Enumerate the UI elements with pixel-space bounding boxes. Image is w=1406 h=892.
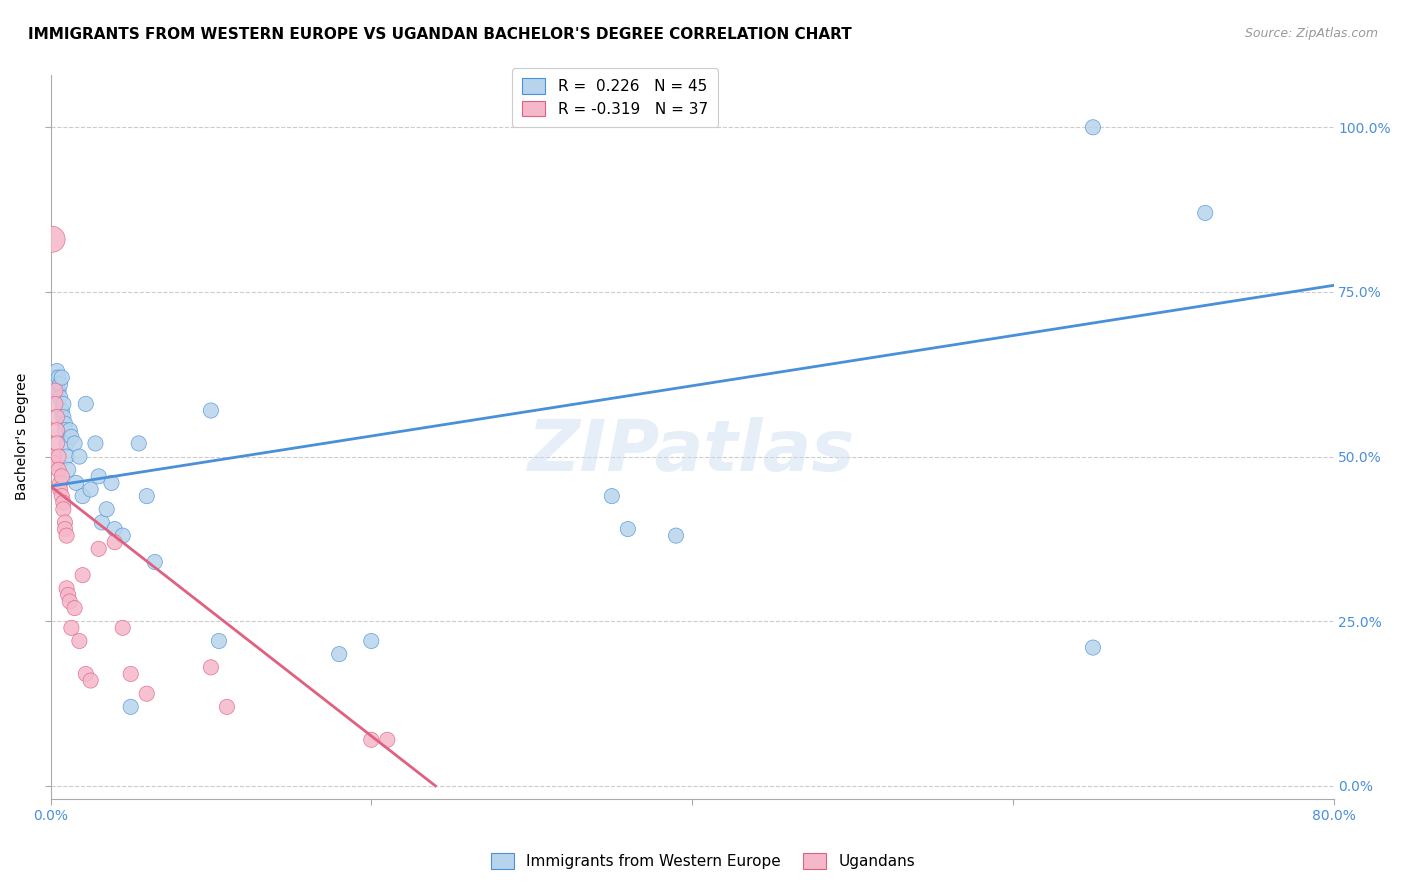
Point <box>53 516 76 530</box>
Point <box>42 450 65 464</box>
Point <box>120 667 142 681</box>
Point <box>65 475 87 490</box>
Point <box>51 489 73 503</box>
Point <box>215 699 238 714</box>
Point <box>45 410 67 425</box>
Point <box>75 397 97 411</box>
Point <box>360 634 382 648</box>
Point <box>1081 120 1104 135</box>
Point <box>49 483 72 497</box>
Point <box>600 489 623 503</box>
Point <box>87 469 110 483</box>
Point <box>45 436 67 450</box>
Point <box>44 397 66 411</box>
Point <box>72 489 94 503</box>
Point <box>63 436 86 450</box>
Point <box>104 522 127 536</box>
Point <box>100 475 122 490</box>
Point <box>135 489 157 503</box>
Point <box>48 384 70 398</box>
Point <box>360 732 382 747</box>
Point <box>48 463 70 477</box>
Point <box>59 423 82 437</box>
Point <box>55 436 77 450</box>
Point <box>48 450 70 464</box>
Point <box>200 403 222 417</box>
Point <box>200 660 222 674</box>
Text: IMMIGRANTS FROM WESTERN EUROPE VS UGANDAN BACHELOR'S DEGREE CORRELATION CHART: IMMIGRANTS FROM WESTERN EUROPE VS UGANDA… <box>28 27 852 42</box>
Point <box>128 436 150 450</box>
Point <box>1081 640 1104 655</box>
Point <box>45 364 67 378</box>
Point <box>52 496 75 510</box>
Point <box>56 588 79 602</box>
Point <box>52 502 75 516</box>
Point <box>45 423 67 437</box>
Point <box>45 377 67 392</box>
Point <box>111 528 134 542</box>
Y-axis label: Bachelor's Degree: Bachelor's Degree <box>15 373 30 500</box>
Point <box>49 475 72 490</box>
Point <box>96 502 118 516</box>
Point <box>143 555 166 569</box>
Point <box>60 621 83 635</box>
Point <box>617 522 640 536</box>
Point <box>111 621 134 635</box>
Point <box>375 732 398 747</box>
Legend: R =  0.226   N = 45, R = -0.319   N = 37: R = 0.226 N = 45, R = -0.319 N = 37 <box>512 68 718 128</box>
Point <box>84 436 107 450</box>
Point <box>41 232 63 246</box>
Point <box>53 423 76 437</box>
Point <box>90 516 112 530</box>
Point <box>1194 206 1216 220</box>
Point <box>59 594 82 608</box>
Point <box>55 450 77 464</box>
Point <box>665 528 688 542</box>
Point <box>49 377 72 392</box>
Point <box>44 370 66 384</box>
Point <box>55 528 77 542</box>
Point <box>53 417 76 431</box>
Point <box>56 463 79 477</box>
Point <box>52 410 75 425</box>
Legend: Immigrants from Western Europe, Ugandans: Immigrants from Western Europe, Ugandans <box>485 847 921 875</box>
Point <box>67 634 90 648</box>
Text: ZIPatlas: ZIPatlas <box>529 417 856 486</box>
Point <box>51 370 73 384</box>
Point <box>44 384 66 398</box>
Point <box>51 403 73 417</box>
Point <box>51 469 73 483</box>
Point <box>208 634 231 648</box>
Point <box>135 687 157 701</box>
Text: Source: ZipAtlas.com: Source: ZipAtlas.com <box>1244 27 1378 40</box>
Point <box>79 483 101 497</box>
Point <box>79 673 101 688</box>
Point <box>104 535 127 549</box>
Point <box>48 370 70 384</box>
Point <box>328 647 350 661</box>
Point <box>53 522 76 536</box>
Point <box>63 601 86 615</box>
Point <box>72 568 94 582</box>
Point <box>55 582 77 596</box>
Point <box>49 390 72 404</box>
Point <box>87 541 110 556</box>
Point <box>60 430 83 444</box>
Point <box>67 450 90 464</box>
Point <box>120 699 142 714</box>
Point <box>75 667 97 681</box>
Point <box>52 397 75 411</box>
Point <box>42 456 65 470</box>
